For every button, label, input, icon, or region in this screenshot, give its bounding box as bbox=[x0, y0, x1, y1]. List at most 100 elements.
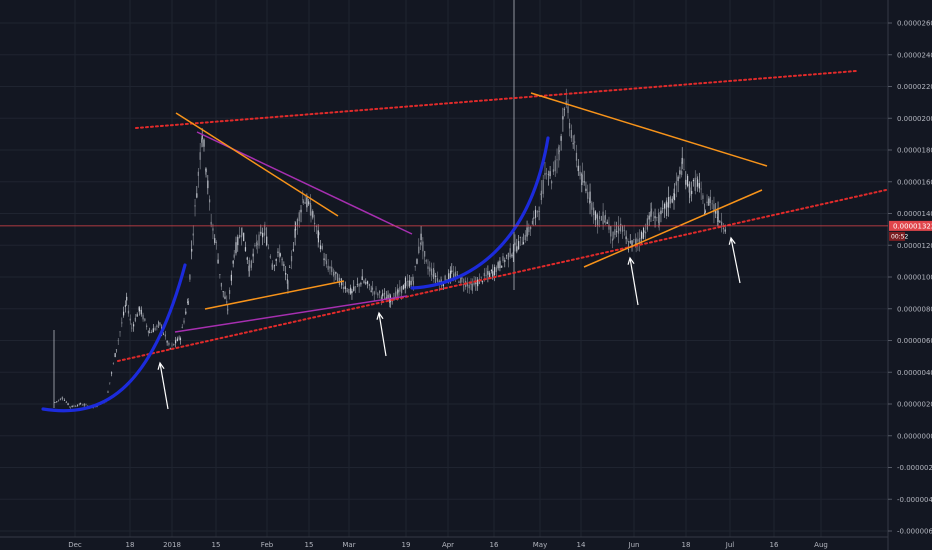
candle-body bbox=[554, 160, 556, 172]
candle-body bbox=[512, 252, 514, 254]
countdown-label: 00:52 bbox=[891, 233, 908, 240]
candle-body bbox=[232, 260, 234, 264]
candle-body bbox=[207, 180, 209, 189]
candle-body bbox=[117, 340, 119, 342]
candle-body bbox=[563, 109, 566, 110]
candle-body bbox=[181, 326, 183, 329]
candle-body bbox=[677, 176, 679, 181]
candle-body bbox=[585, 188, 587, 191]
candle-body bbox=[319, 245, 322, 250]
candle-body bbox=[685, 179, 687, 185]
candle-body bbox=[210, 221, 212, 225]
price-axis[interactable]: 0.00002600 0.00002400 0.00002200 0.00002000… bbox=[888, 20, 932, 550]
candle-body bbox=[560, 136, 562, 141]
candle-body bbox=[383, 293, 386, 295]
arrow-annotation bbox=[159, 362, 169, 410]
candle-body bbox=[577, 165, 579, 172]
candle-body bbox=[542, 180, 544, 194]
candle-body bbox=[57, 399, 60, 401]
candle-body bbox=[420, 233, 422, 241]
candle-body bbox=[427, 266, 429, 269]
candle-body bbox=[430, 268, 433, 275]
candle-body bbox=[121, 322, 123, 324]
candle-body bbox=[56, 401, 58, 402]
candle-body bbox=[260, 231, 262, 234]
candle-body bbox=[318, 232, 320, 236]
candle-body bbox=[610, 225, 612, 237]
candle-body bbox=[631, 240, 633, 248]
candle-body bbox=[681, 170, 683, 175]
candle-body bbox=[570, 129, 572, 139]
candle-body bbox=[185, 311, 187, 314]
candle-body bbox=[96, 406, 98, 407]
candle-body bbox=[489, 272, 491, 278]
candle-body bbox=[692, 179, 695, 182]
candle-body bbox=[59, 398, 61, 401]
candle-body bbox=[435, 275, 437, 277]
candle-body bbox=[402, 285, 405, 290]
candle-body bbox=[212, 228, 214, 231]
candle-body bbox=[399, 286, 401, 292]
candle-body bbox=[412, 276, 414, 281]
x-tick-label: Apr bbox=[442, 541, 454, 549]
candle-body bbox=[217, 259, 219, 264]
candle-body bbox=[194, 205, 196, 207]
candle-body bbox=[337, 273, 339, 282]
y-tick-label: 0.00002600 bbox=[897, 20, 932, 28]
candle-body bbox=[589, 191, 591, 203]
candle-body bbox=[471, 283, 473, 291]
candle-body bbox=[250, 260, 252, 268]
candle-body bbox=[405, 281, 407, 287]
candle-body bbox=[109, 382, 111, 384]
candle-body bbox=[332, 271, 335, 276]
candle-body bbox=[516, 246, 518, 252]
candle-body bbox=[581, 174, 583, 183]
candle-body bbox=[162, 333, 165, 335]
candle-body bbox=[574, 141, 576, 143]
candle-body bbox=[414, 266, 416, 268]
candle-body bbox=[179, 338, 182, 340]
candle-body bbox=[173, 343, 175, 346]
candle-body bbox=[285, 272, 287, 275]
candle-body bbox=[146, 325, 148, 328]
y-tick-label: 0.00001000 bbox=[897, 274, 932, 282]
candle-body bbox=[708, 198, 710, 206]
candle-body bbox=[522, 242, 525, 245]
candle-body bbox=[71, 405, 73, 408]
candle-body bbox=[514, 242, 516, 246]
y-tick-label: 0.00001600 bbox=[897, 178, 932, 186]
candle-body bbox=[575, 152, 578, 161]
candle-body bbox=[235, 242, 237, 254]
candle-body bbox=[65, 401, 67, 403]
candle-body bbox=[201, 135, 203, 140]
candle-body bbox=[327, 265, 329, 270]
x-tick-label: Feb bbox=[261, 541, 274, 549]
candle-body bbox=[485, 274, 487, 276]
candle-body bbox=[679, 170, 681, 175]
candle-body bbox=[444, 275, 446, 283]
candle-body bbox=[562, 116, 564, 120]
x-tick-label: 14 bbox=[577, 541, 586, 549]
candle-body bbox=[436, 278, 439, 282]
candle-body bbox=[551, 181, 553, 184]
candle-body bbox=[296, 218, 299, 227]
candle-body bbox=[83, 404, 85, 406]
candle-body bbox=[598, 215, 601, 220]
candle-body bbox=[644, 231, 647, 234]
candle-body bbox=[356, 284, 358, 285]
candle-body bbox=[321, 245, 323, 250]
arrow-head bbox=[627, 256, 635, 265]
candle-body bbox=[440, 285, 443, 287]
candle-body bbox=[325, 259, 327, 261]
time-axis[interactable]: Dec 18 2018 15 Feb 15 Mar 19 Apr 16 May 14 Jun 18 Jul 1… bbox=[68, 541, 828, 549]
candle-body bbox=[304, 202, 306, 204]
y-tick-label: 0.00000800 bbox=[897, 305, 932, 313]
candle-body bbox=[675, 181, 677, 186]
candle-body bbox=[468, 284, 470, 289]
candle-body bbox=[419, 242, 422, 244]
candle-body bbox=[597, 219, 599, 227]
candle-body bbox=[302, 198, 304, 200]
candle-body bbox=[461, 277, 463, 279]
candle-body bbox=[73, 405, 75, 407]
